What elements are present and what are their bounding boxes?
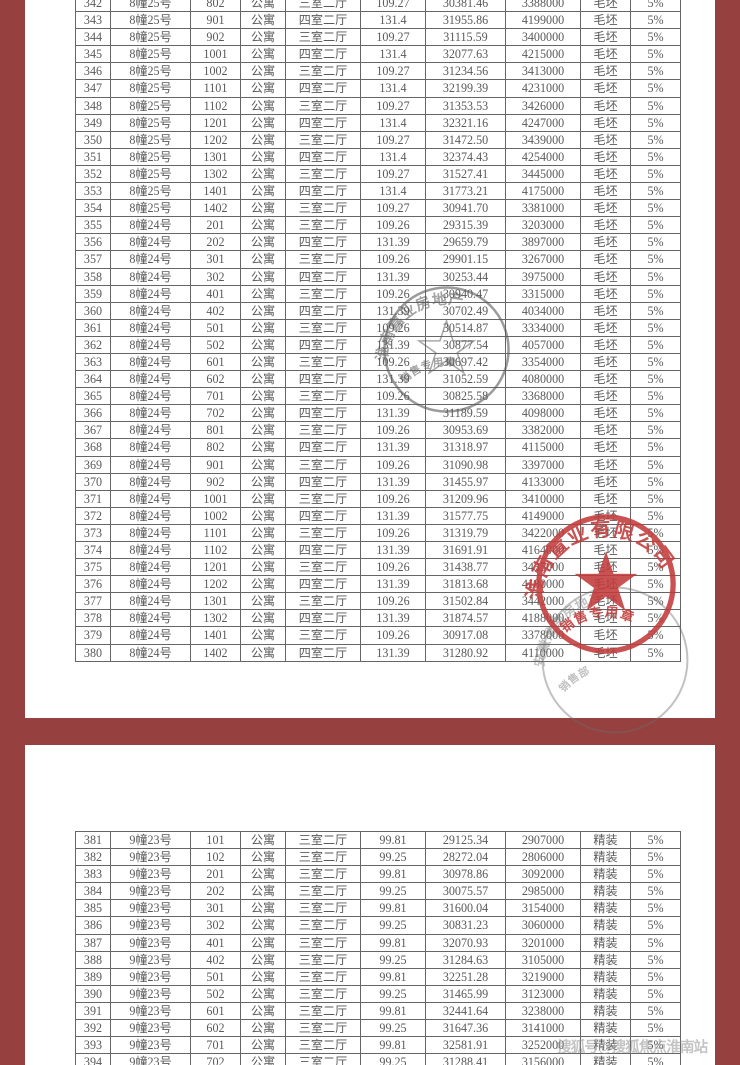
svg-text:销售专用章: 销售专用章 bbox=[397, 355, 456, 386]
svg-text:淮南嘉业房地产: 淮南嘉业房地产 bbox=[373, 290, 466, 363]
svg-text:销售专用章: 销售专用章 bbox=[557, 603, 637, 635]
